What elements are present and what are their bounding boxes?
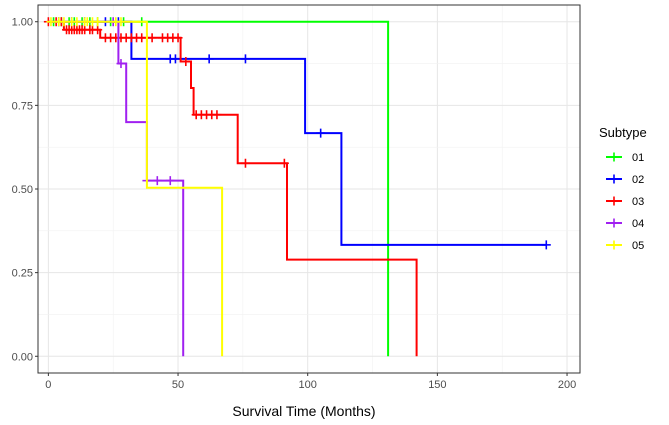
legend-item-03: 03 bbox=[606, 196, 644, 208]
y-tick-label: 0.50 bbox=[12, 184, 33, 196]
legend-label-02: 02 bbox=[632, 174, 644, 186]
x-tick-label: 0 bbox=[45, 379, 51, 391]
censor-mark-02 bbox=[204, 54, 214, 64]
legend-label-01: 01 bbox=[632, 152, 644, 164]
x-tick-label: 150 bbox=[428, 379, 446, 391]
censor-mark-05 bbox=[59, 17, 69, 27]
legend: Subtype 01 02 03 04 05 bbox=[599, 125, 647, 252]
axes: 0 50 100 150 200 0.00 0.25 0.50 0.75 1.00 bbox=[12, 17, 577, 391]
x-axis-title: Survival Time (Months) bbox=[232, 403, 375, 419]
censor-mark-04 bbox=[165, 176, 175, 186]
censor-mark-02 bbox=[170, 54, 180, 64]
censor-mark-05 bbox=[93, 17, 103, 27]
censor-mark-02 bbox=[541, 240, 551, 250]
censor-mark-04 bbox=[116, 59, 126, 69]
legend-item-05: 05 bbox=[606, 240, 644, 252]
legend-item-01: 01 bbox=[606, 152, 644, 164]
y-tick-label: 0.25 bbox=[12, 268, 33, 280]
censor-mark-03 bbox=[173, 33, 183, 43]
censor-mark-04 bbox=[152, 176, 162, 186]
series-02 bbox=[48, 17, 551, 250]
censor-mark-03 bbox=[240, 158, 250, 168]
censor-mark-02 bbox=[316, 128, 326, 138]
censor-mark-03 bbox=[93, 25, 103, 35]
censor-mark-03 bbox=[212, 110, 222, 120]
censor-mark-05 bbox=[116, 17, 126, 27]
censor-mark-03 bbox=[181, 57, 191, 67]
legend-item-04: 04 bbox=[606, 218, 644, 230]
x-tick-label: 100 bbox=[299, 379, 317, 391]
censor-mark-03 bbox=[279, 158, 289, 168]
censor-mark-05 bbox=[46, 17, 56, 27]
y-tick-label: 0.00 bbox=[12, 351, 33, 363]
survival-curve-02 bbox=[48, 20, 547, 246]
series-03 bbox=[43, 17, 418, 357]
x-tick-label: 50 bbox=[172, 379, 184, 391]
x-tick-label: 200 bbox=[558, 379, 576, 391]
y-tick-label: 1.00 bbox=[12, 17, 33, 29]
legend-label-05: 05 bbox=[632, 240, 644, 252]
series-05 bbox=[46, 17, 224, 357]
series-group bbox=[43, 17, 551, 357]
censor-mark-03 bbox=[147, 33, 157, 43]
y-tick-label: 0.75 bbox=[12, 100, 33, 112]
censor-mark-02 bbox=[240, 54, 250, 64]
censor-mark-05 bbox=[72, 17, 82, 27]
legend-label-04: 04 bbox=[632, 218, 644, 230]
legend-item-02: 02 bbox=[606, 174, 644, 186]
legend-title: Subtype bbox=[599, 125, 647, 140]
legend-label-03: 03 bbox=[632, 196, 644, 208]
